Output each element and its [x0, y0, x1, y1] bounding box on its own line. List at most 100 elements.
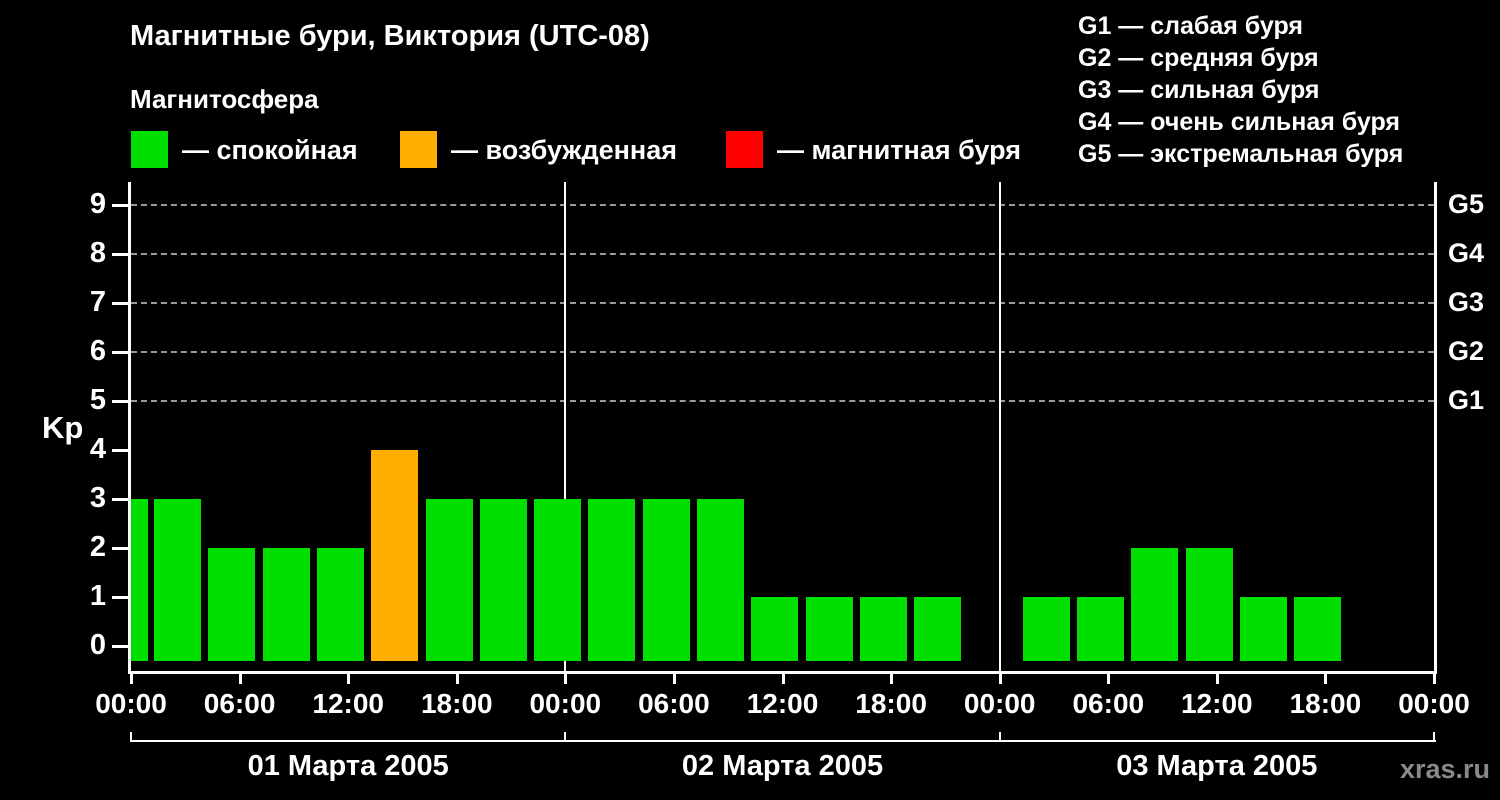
- legend-label: — возбужденная: [451, 135, 677, 165]
- day-bracket-line: [131, 740, 1436, 742]
- kp-bar: [316, 548, 364, 661]
- kp-bar: [642, 499, 690, 661]
- g-legend-line: G2 — средняя буря: [1078, 44, 1319, 72]
- y-axis-tick: [112, 547, 131, 550]
- kp-bar: [1239, 597, 1287, 661]
- x-tick-label: 00:00: [1398, 688, 1470, 719]
- x-tick-label: 18:00: [1289, 688, 1362, 719]
- x-axis-tick: [1324, 674, 1328, 684]
- legend-swatch: [726, 131, 763, 168]
- y-axis-tick: [112, 645, 131, 648]
- day-bracket-tick: [130, 732, 132, 742]
- kp-bar: [1294, 597, 1342, 661]
- kp-bar: [208, 548, 256, 661]
- kp-bar-partial: [131, 499, 148, 661]
- day-separator-line: [998, 182, 1001, 671]
- legend-swatch: [400, 131, 437, 168]
- g-level-gridline: [131, 253, 1434, 255]
- y-axis-tick: [112, 596, 131, 599]
- kp-bar: [859, 597, 907, 661]
- legend-label: — спокойная: [182, 135, 358, 165]
- y-tick-label: 4: [89, 433, 106, 465]
- watermark: xras.ru: [1399, 754, 1490, 784]
- x-axis-tick: [1107, 674, 1111, 684]
- y-tick-label: 1: [89, 580, 106, 612]
- x-axis-tick: [455, 674, 459, 684]
- x-tick-label: 06:00: [203, 688, 276, 719]
- y-tick-label: 9: [89, 188, 106, 220]
- y-tick-label: 7: [89, 286, 106, 318]
- g-level-label: G1: [1448, 385, 1485, 415]
- y-axis-line: [128, 182, 131, 674]
- y-tick-label: 6: [89, 335, 106, 367]
- kp-bar: [1022, 597, 1070, 661]
- x-axis-tick: [998, 674, 1002, 684]
- day-label: 03 Марта 2005: [1116, 750, 1318, 782]
- x-axis-line: [128, 671, 1437, 674]
- day-bracket-tick: [998, 732, 1001, 742]
- kp-bar: [588, 499, 636, 661]
- x-tick-label: 18:00: [855, 688, 927, 719]
- y-tick-label: 0: [89, 629, 106, 661]
- legend-label: — магнитная буря: [777, 135, 1021, 165]
- x-axis-tick: [1433, 674, 1436, 684]
- y-tick-label: 8: [89, 237, 106, 269]
- kp-bar: [154, 499, 201, 661]
- x-axis-tick: [238, 674, 242, 684]
- y-axis-tick: [112, 204, 131, 207]
- x-axis-tick: [347, 674, 351, 684]
- kp-bar: [1077, 597, 1124, 661]
- g-level-gridline: [131, 400, 1434, 402]
- g-level-gridline: [131, 302, 1434, 304]
- kp-bar: [696, 499, 744, 661]
- x-tick-label: 00:00: [529, 688, 602, 719]
- x-tick-label: 00:00: [963, 688, 1036, 719]
- right-axis-line: [1434, 182, 1437, 674]
- g-legend-line: G4 — очень сильная буря: [1078, 108, 1400, 136]
- x-axis-tick: [1215, 674, 1219, 684]
- kp-bar: [425, 499, 473, 661]
- kp-bar: [371, 450, 419, 661]
- g-level-label: G4: [1448, 238, 1485, 268]
- x-tick-label: 12:00: [312, 688, 384, 719]
- g-level-label: G5: [1448, 189, 1485, 219]
- x-tick-label: 18:00: [420, 688, 493, 719]
- y-axis-tick: [112, 253, 131, 256]
- legend-swatch: [131, 131, 168, 168]
- day-bracket-tick: [564, 732, 567, 742]
- y-tick-label: 3: [89, 482, 106, 514]
- y-axis-tick: [112, 498, 131, 501]
- y-tick-label: 5: [89, 384, 106, 416]
- x-tick-label: 12:00: [1180, 688, 1253, 719]
- kp-bar: [751, 597, 799, 661]
- kp-bar: [1131, 548, 1179, 661]
- y-axis-title: Kp: [42, 410, 84, 445]
- x-tick-label: 06:00: [1072, 688, 1145, 719]
- x-axis-tick: [130, 674, 133, 684]
- day-label: 01 Марта 2005: [247, 750, 449, 782]
- y-axis-tick: [112, 449, 131, 452]
- kp-bar: [262, 548, 310, 661]
- kp-bar: [534, 499, 581, 661]
- g-level-gridline: [131, 204, 1434, 206]
- g-level-label: G2: [1448, 336, 1485, 366]
- kp-bar: [479, 499, 527, 661]
- kp-bar: [914, 597, 962, 661]
- y-axis-tick: [112, 400, 131, 403]
- kp-bar: [805, 597, 853, 661]
- chart-title: Магнитные бури, Виктория (UTC-08): [130, 20, 650, 52]
- y-axis-tick: [112, 302, 131, 305]
- day-label: 02 Марта 2005: [681, 750, 884, 782]
- y-tick-label: 2: [89, 531, 106, 563]
- x-axis-tick: [564, 674, 568, 684]
- x-axis-tick: [890, 674, 894, 684]
- kp-bar: [1185, 548, 1233, 661]
- x-axis-tick: [781, 674, 785, 684]
- g-legend-line: G3 — сильная буря: [1078, 76, 1320, 104]
- x-tick-label: 12:00: [746, 688, 819, 719]
- g-level-label: G3: [1448, 287, 1485, 317]
- y-axis-tick: [112, 351, 131, 354]
- x-tick-label: 06:00: [638, 688, 710, 719]
- day-bracket-tick: [1433, 732, 1435, 742]
